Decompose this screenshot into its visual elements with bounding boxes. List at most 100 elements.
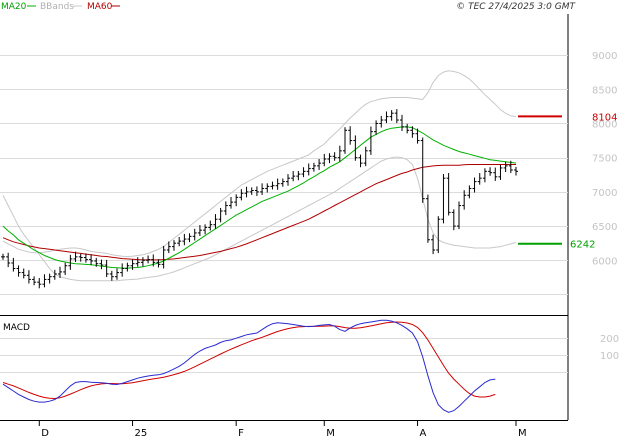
macd-macd-line xyxy=(2,319,496,413)
bbands-lower-line xyxy=(2,156,517,282)
price-bar xyxy=(78,253,83,262)
price-bar xyxy=(254,186,259,196)
price-bar xyxy=(368,126,373,155)
price-bar xyxy=(42,274,47,288)
x-tick-label: F xyxy=(238,428,244,439)
price-bar xyxy=(405,123,410,134)
price-bar xyxy=(52,269,57,280)
price-bar xyxy=(311,162,316,172)
price-bar xyxy=(16,265,21,277)
price-bar xyxy=(156,259,161,268)
price-grid xyxy=(0,55,568,295)
legend-bbands-label: BBands xyxy=(40,2,74,12)
price-bar xyxy=(514,166,518,176)
price-bar xyxy=(99,259,104,270)
price-bar xyxy=(192,228,197,241)
price-bar xyxy=(1,253,5,260)
price-bar xyxy=(384,111,389,124)
price-bar xyxy=(130,259,135,270)
price-bar xyxy=(58,266,62,279)
chart-frame xyxy=(0,14,569,421)
price-bar xyxy=(348,126,353,145)
macd-panel-title: MACD xyxy=(3,323,30,333)
price-bar xyxy=(161,245,166,269)
price-bar xyxy=(11,257,16,272)
legend-ma20-label: MA20 xyxy=(1,2,27,12)
price-bar xyxy=(498,164,503,180)
price-bar xyxy=(301,167,306,178)
price-bar xyxy=(223,201,228,216)
price-bar xyxy=(296,170,301,181)
price-tick-label: 9000 xyxy=(592,51,617,62)
macd-tick-label: 100 xyxy=(600,351,619,362)
price-bar xyxy=(389,110,394,121)
price-bar xyxy=(291,170,296,182)
x-tick-label: M xyxy=(326,428,335,439)
price-tick-label: 8500 xyxy=(592,85,617,96)
price-bar xyxy=(425,194,430,243)
price-bar xyxy=(488,167,493,176)
price-bar xyxy=(249,187,254,195)
price-bar xyxy=(275,178,280,190)
price-tick-label: 7500 xyxy=(592,154,617,165)
level-label-8104: 8104 xyxy=(592,112,617,123)
price-bar xyxy=(244,186,249,198)
legend-ma60-label: MA60 xyxy=(87,2,113,12)
price-bar xyxy=(234,194,239,207)
price-bar xyxy=(218,207,223,223)
price-bar xyxy=(451,209,456,231)
ma20-line xyxy=(2,126,517,269)
price-bar xyxy=(213,214,218,229)
price-bar xyxy=(125,262,130,272)
price-bar xyxy=(260,183,265,195)
price-bar xyxy=(37,278,42,289)
price-bar xyxy=(493,167,498,181)
price-bar xyxy=(73,251,78,262)
price-bar xyxy=(239,189,244,201)
macd-tick-labels: 100 200 xyxy=(600,334,619,362)
price-bar xyxy=(420,137,425,203)
price-bar xyxy=(503,161,508,173)
price-bar xyxy=(63,262,68,275)
price-bar xyxy=(26,270,31,284)
x-tick-label: A xyxy=(420,428,427,439)
price-bar xyxy=(177,237,182,247)
price-bar xyxy=(172,240,176,251)
price-bar xyxy=(477,173,482,185)
price-bar xyxy=(394,109,399,124)
price-bar xyxy=(208,220,213,231)
price-bar xyxy=(317,159,322,170)
price-bar xyxy=(280,178,285,187)
price-bar xyxy=(32,276,37,286)
price-tick-label: 7000 xyxy=(592,188,617,199)
price-bar xyxy=(353,135,358,161)
price-bar xyxy=(109,270,114,281)
macd-grid xyxy=(0,338,568,373)
price-bar xyxy=(374,120,379,135)
price-bar xyxy=(467,185,472,199)
price-tick-label: 6500 xyxy=(592,222,617,233)
price-bar xyxy=(270,181,275,190)
price-tick-label: 8000 xyxy=(592,119,617,130)
price-bar xyxy=(140,257,145,267)
level-label-6242: 6242 xyxy=(570,240,595,251)
price-bar xyxy=(337,145,342,162)
price-bar xyxy=(441,174,446,224)
x-tick-label: 25 xyxy=(135,428,148,439)
price-bar xyxy=(363,146,368,167)
price-bar xyxy=(89,254,94,266)
ma60-line xyxy=(2,164,516,261)
price-bar xyxy=(343,127,347,154)
price-tick-labels: 6000 6500 7000 7500 8000 8500 9000 xyxy=(592,51,617,267)
price-bar xyxy=(83,253,88,263)
bbands-upper-line xyxy=(2,70,517,258)
price-bar xyxy=(415,128,420,144)
price-bar xyxy=(446,173,451,216)
price-bar xyxy=(146,255,151,264)
price-bar xyxy=(135,257,140,267)
price-bar xyxy=(410,126,415,138)
legend: MA20 BBands MA60 xyxy=(1,2,120,12)
price-bar xyxy=(187,233,192,243)
